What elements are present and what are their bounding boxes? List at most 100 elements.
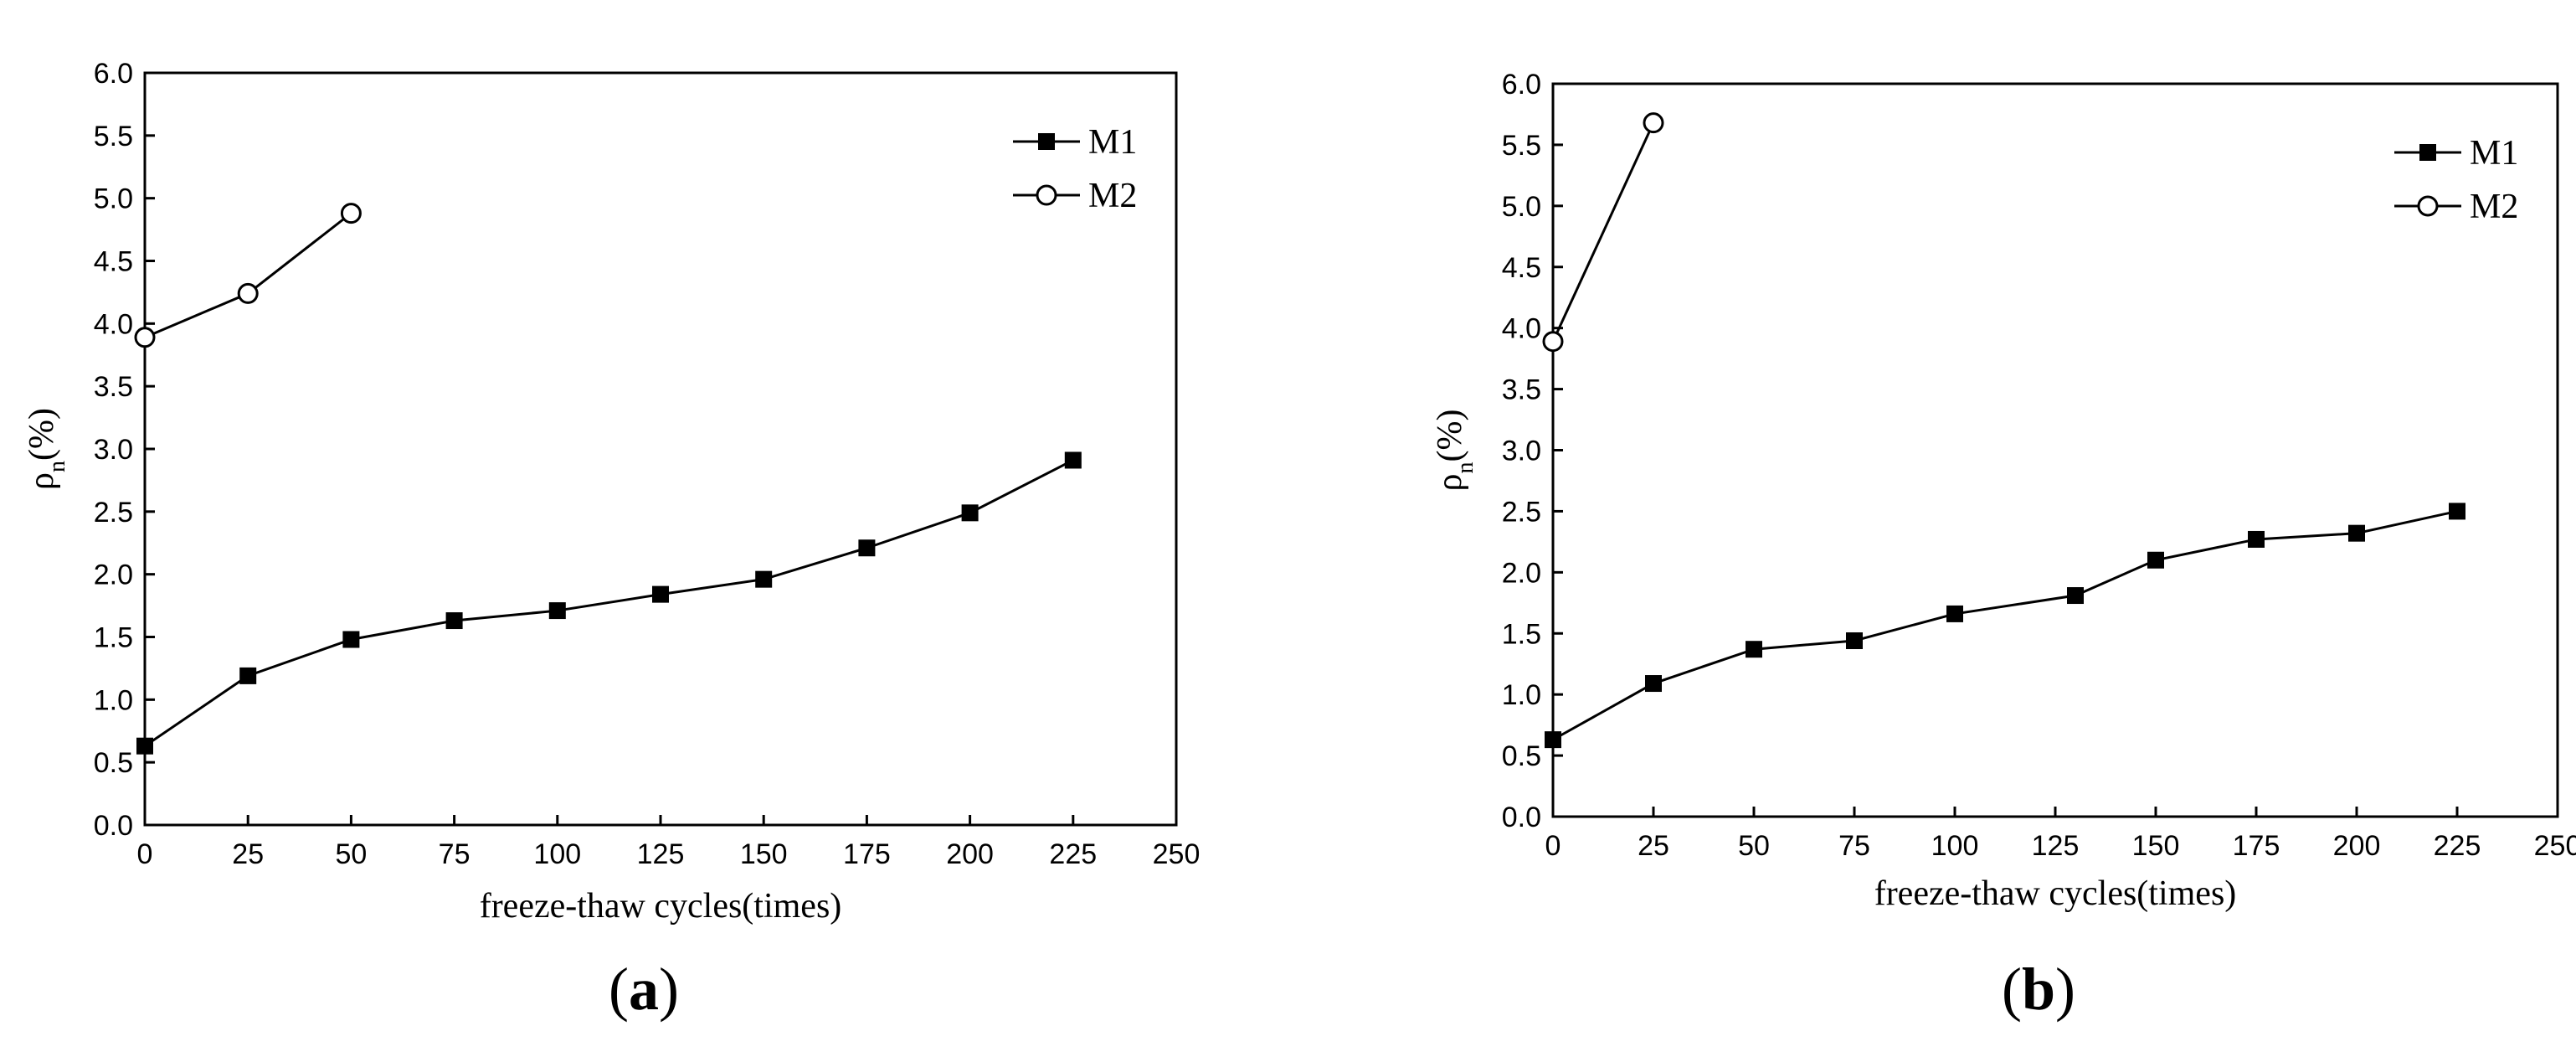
x-tick-label: 25 xyxy=(232,838,264,870)
x-tick-label: 75 xyxy=(1838,830,1870,862)
y-tick-label: 4.0 xyxy=(1502,313,1541,345)
data-point-m1 xyxy=(755,570,773,588)
data-point-m1 xyxy=(239,667,257,684)
data-point-m1 xyxy=(1846,632,1863,649)
x-tick-label: 175 xyxy=(2233,830,2280,862)
y-tick-label: 2.0 xyxy=(94,559,133,591)
data-point-m1 xyxy=(548,602,566,620)
legend-marker xyxy=(2419,144,2436,161)
data-point-m1 xyxy=(1946,605,1963,622)
y-tick-label: 3.0 xyxy=(1502,436,1541,467)
y-axis-title-subscript: n xyxy=(1453,462,1478,474)
x-tick-label: 25 xyxy=(1638,830,1669,862)
y-tick-label: 3.0 xyxy=(94,434,133,466)
y-tick-label: 2.5 xyxy=(1502,496,1541,528)
y-tick-label: 2.5 xyxy=(94,497,133,528)
panel-label-open: ( xyxy=(2002,956,2022,1023)
x-tick-label: 75 xyxy=(439,838,470,870)
y-tick-label: 3.5 xyxy=(94,371,133,403)
x-tick-label: 0 xyxy=(1545,830,1561,862)
data-point-m2 xyxy=(1542,331,1564,353)
y-tick-label: 5.5 xyxy=(94,121,133,152)
data-point-m1 xyxy=(136,737,153,755)
data-point-m1 xyxy=(2449,503,2465,520)
y-tick-label: 0.5 xyxy=(1502,740,1541,772)
y-tick-label: 1.5 xyxy=(94,622,133,654)
y-tick-label: 0.0 xyxy=(94,810,133,842)
y-tick-label: 1.0 xyxy=(94,684,133,716)
data-point-m1 xyxy=(858,539,876,557)
legend-label: M2 xyxy=(1088,177,1137,215)
data-point-m1 xyxy=(1645,675,1662,693)
y-tick-label: 5.0 xyxy=(1502,191,1541,223)
data-point-m1 xyxy=(1545,731,1561,749)
panel-label-letter: b xyxy=(2022,956,2055,1023)
x-tick-label: 125 xyxy=(637,838,685,870)
panel-label-close: ) xyxy=(659,956,679,1023)
data-point-m1 xyxy=(961,504,979,522)
y-tick-label: 0.5 xyxy=(94,747,133,779)
chart-panel-a: 0 25 50 75 100 125 150 175 200 225 250 0.0 0.5 1.0 1.5… xyxy=(23,58,1200,1023)
y-axis-title: ρn(%) xyxy=(23,408,70,490)
y-axis-title-unit: (%) xyxy=(1431,410,1469,462)
data-point-m2 xyxy=(1643,112,1664,134)
panel-label: (a) xyxy=(609,956,679,1023)
x-tick-label: 100 xyxy=(1931,830,1979,862)
x-tick-label: 150 xyxy=(740,838,788,870)
x-tick-label: 250 xyxy=(1153,838,1201,870)
data-point-m1 xyxy=(2147,551,2164,569)
x-tick-label: 50 xyxy=(335,838,367,870)
y-tick-label: 1.0 xyxy=(1502,679,1541,711)
data-point-m1 xyxy=(1746,641,1762,658)
y-tick-label: 3.5 xyxy=(1502,374,1541,406)
x-tick-label: 100 xyxy=(533,838,581,870)
x-tick-label: 150 xyxy=(2132,830,2180,862)
data-point-m1 xyxy=(2348,524,2365,542)
legend-marker xyxy=(1036,184,1057,206)
data-point-m1 xyxy=(652,585,669,603)
x-tick-label: 225 xyxy=(2434,830,2481,862)
x-tick-label: 200 xyxy=(2333,830,2381,862)
legend-marker xyxy=(1038,133,1055,150)
x-tick-label: 225 xyxy=(1049,838,1097,870)
panel-label-letter: a xyxy=(629,956,659,1023)
y-tick-label: 6.0 xyxy=(1502,69,1541,101)
y-axis-title-subscript: n xyxy=(44,461,70,472)
y-tick-label: 4.0 xyxy=(94,308,133,340)
data-point-m1 xyxy=(1064,451,1082,469)
legend-marker xyxy=(2417,195,2439,217)
y-axis-title-unit: (%) xyxy=(23,408,61,461)
legend-label: M2 xyxy=(2470,188,2518,226)
y-tick-label: 5.0 xyxy=(94,183,133,215)
plot-frame xyxy=(1551,82,2559,818)
y-axis-title-symbol: ρ xyxy=(23,472,61,490)
x-tick-label: 125 xyxy=(2032,830,2080,862)
series-line-m1 xyxy=(144,459,1074,747)
plot-frame xyxy=(143,71,1178,827)
y-tick-label: 1.5 xyxy=(1502,618,1541,650)
legend-label: M1 xyxy=(2470,134,2518,173)
data-point-m2 xyxy=(237,282,259,304)
x-axis-title: freeze-thaw cycles(times) xyxy=(480,887,842,926)
data-point-m2 xyxy=(134,327,156,348)
x-axis-title: freeze-thaw cycles(times) xyxy=(1874,874,2237,913)
y-axis-title: ρn(%) xyxy=(1431,410,1478,492)
y-tick-label: 0.0 xyxy=(1502,802,1541,833)
panel-label-close: ) xyxy=(2055,956,2075,1023)
x-tick-label: 50 xyxy=(1738,830,1770,862)
x-tick-label: 250 xyxy=(2534,830,2576,862)
x-tick-label: 175 xyxy=(843,838,891,870)
data-point-m1 xyxy=(2248,530,2265,548)
x-tick-label: 0 xyxy=(137,838,153,870)
legend-label: M1 xyxy=(1088,123,1137,162)
data-point-m1 xyxy=(445,612,463,630)
panel-label: (b) xyxy=(2002,956,2075,1023)
data-point-m1 xyxy=(342,631,360,648)
x-tick-label: 200 xyxy=(946,838,994,870)
y-tick-label: 4.5 xyxy=(94,246,133,278)
y-axis-title-symbol: ρ xyxy=(1431,474,1469,492)
y-tick-label: 2.0 xyxy=(1502,557,1541,589)
y-tick-label: 5.5 xyxy=(1502,130,1541,162)
y-tick-label: 6.0 xyxy=(94,58,133,90)
